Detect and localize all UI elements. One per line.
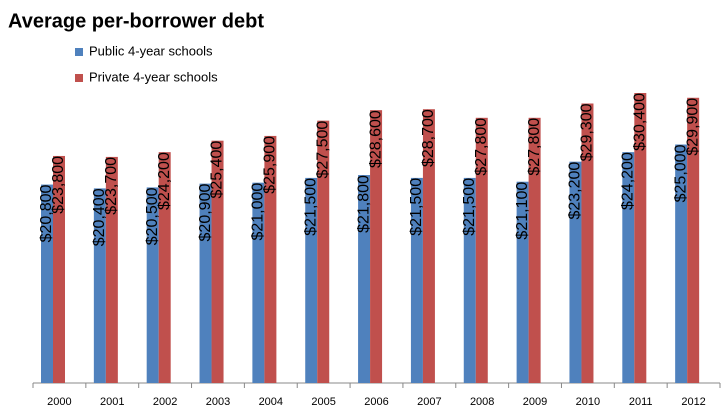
bar xyxy=(516,181,529,383)
value-label: $27,800 xyxy=(526,118,543,176)
x-tick-label: 2008 xyxy=(470,396,494,408)
value-label: $28,600 xyxy=(367,110,384,168)
legend-swatch xyxy=(75,74,83,82)
value-label: $30,400 xyxy=(632,93,649,151)
value-label: $29,300 xyxy=(579,103,596,161)
value-label: $24,200 xyxy=(156,152,173,210)
bar xyxy=(252,182,265,383)
bar xyxy=(622,152,635,383)
value-label: $21,500 xyxy=(461,178,478,236)
value-label: $23,200 xyxy=(567,162,584,220)
x-tick-label: 2010 xyxy=(576,396,600,408)
bar xyxy=(687,97,700,383)
x-tick-label: 2004 xyxy=(259,396,283,408)
value-label: $24,200 xyxy=(620,152,637,210)
bar xyxy=(317,120,330,383)
bar xyxy=(569,161,582,383)
legend-label: Public 4-year schools xyxy=(89,43,213,58)
legend-swatch xyxy=(75,48,83,56)
value-label: $27,800 xyxy=(473,118,490,176)
value-label: $23,700 xyxy=(103,157,120,215)
x-tick-label: 2009 xyxy=(523,396,547,408)
x-tick-label: 2012 xyxy=(681,396,705,408)
value-label: $20,500 xyxy=(144,187,161,245)
value-label: $21,800 xyxy=(355,175,372,233)
bar xyxy=(146,187,159,383)
value-label: $21,100 xyxy=(514,182,531,240)
bar xyxy=(528,117,541,383)
bar xyxy=(634,93,647,383)
bar xyxy=(675,144,688,383)
x-tick-label: 2001 xyxy=(100,396,124,408)
bar xyxy=(199,183,212,383)
value-label: $21,500 xyxy=(302,178,319,236)
value-label: $21,500 xyxy=(408,178,425,236)
value-label: $21,000 xyxy=(250,183,267,241)
x-tick-label: 2003 xyxy=(206,396,230,408)
bar xyxy=(158,152,171,383)
value-label: $25,400 xyxy=(209,141,226,199)
bar xyxy=(410,177,423,383)
value-label: $28,700 xyxy=(420,109,437,167)
value-label: $27,500 xyxy=(314,121,331,179)
bar xyxy=(41,184,53,383)
x-tick-label: 2002 xyxy=(153,396,177,408)
bar xyxy=(581,103,594,384)
value-label: $29,900 xyxy=(684,98,701,156)
x-tick-label: 2000 xyxy=(47,396,71,408)
value-label: $20,400 xyxy=(91,188,108,246)
chart-title: Average per-borrower debt xyxy=(8,10,264,32)
bar xyxy=(305,177,318,383)
bar xyxy=(370,110,383,383)
bar xyxy=(211,140,224,383)
bar xyxy=(105,156,118,383)
legend-label: Private 4-year schools xyxy=(89,69,218,84)
bar xyxy=(358,175,371,383)
value-label: $20,900 xyxy=(197,184,214,242)
value-label: $23,800 xyxy=(50,156,67,214)
x-tick-label: 2006 xyxy=(364,396,388,408)
bar xyxy=(53,155,65,383)
value-label: $25,000 xyxy=(672,144,689,202)
bar xyxy=(475,117,488,383)
x-tick-label: 2007 xyxy=(417,396,441,408)
x-tick-label: 2011 xyxy=(629,396,653,408)
bar xyxy=(422,109,435,383)
value-label: $20,800 xyxy=(38,184,55,242)
x-tick-label: 2005 xyxy=(311,396,335,408)
bar xyxy=(264,135,277,383)
bar xyxy=(463,177,476,383)
bar xyxy=(93,188,106,383)
value-label: $25,900 xyxy=(262,136,279,194)
